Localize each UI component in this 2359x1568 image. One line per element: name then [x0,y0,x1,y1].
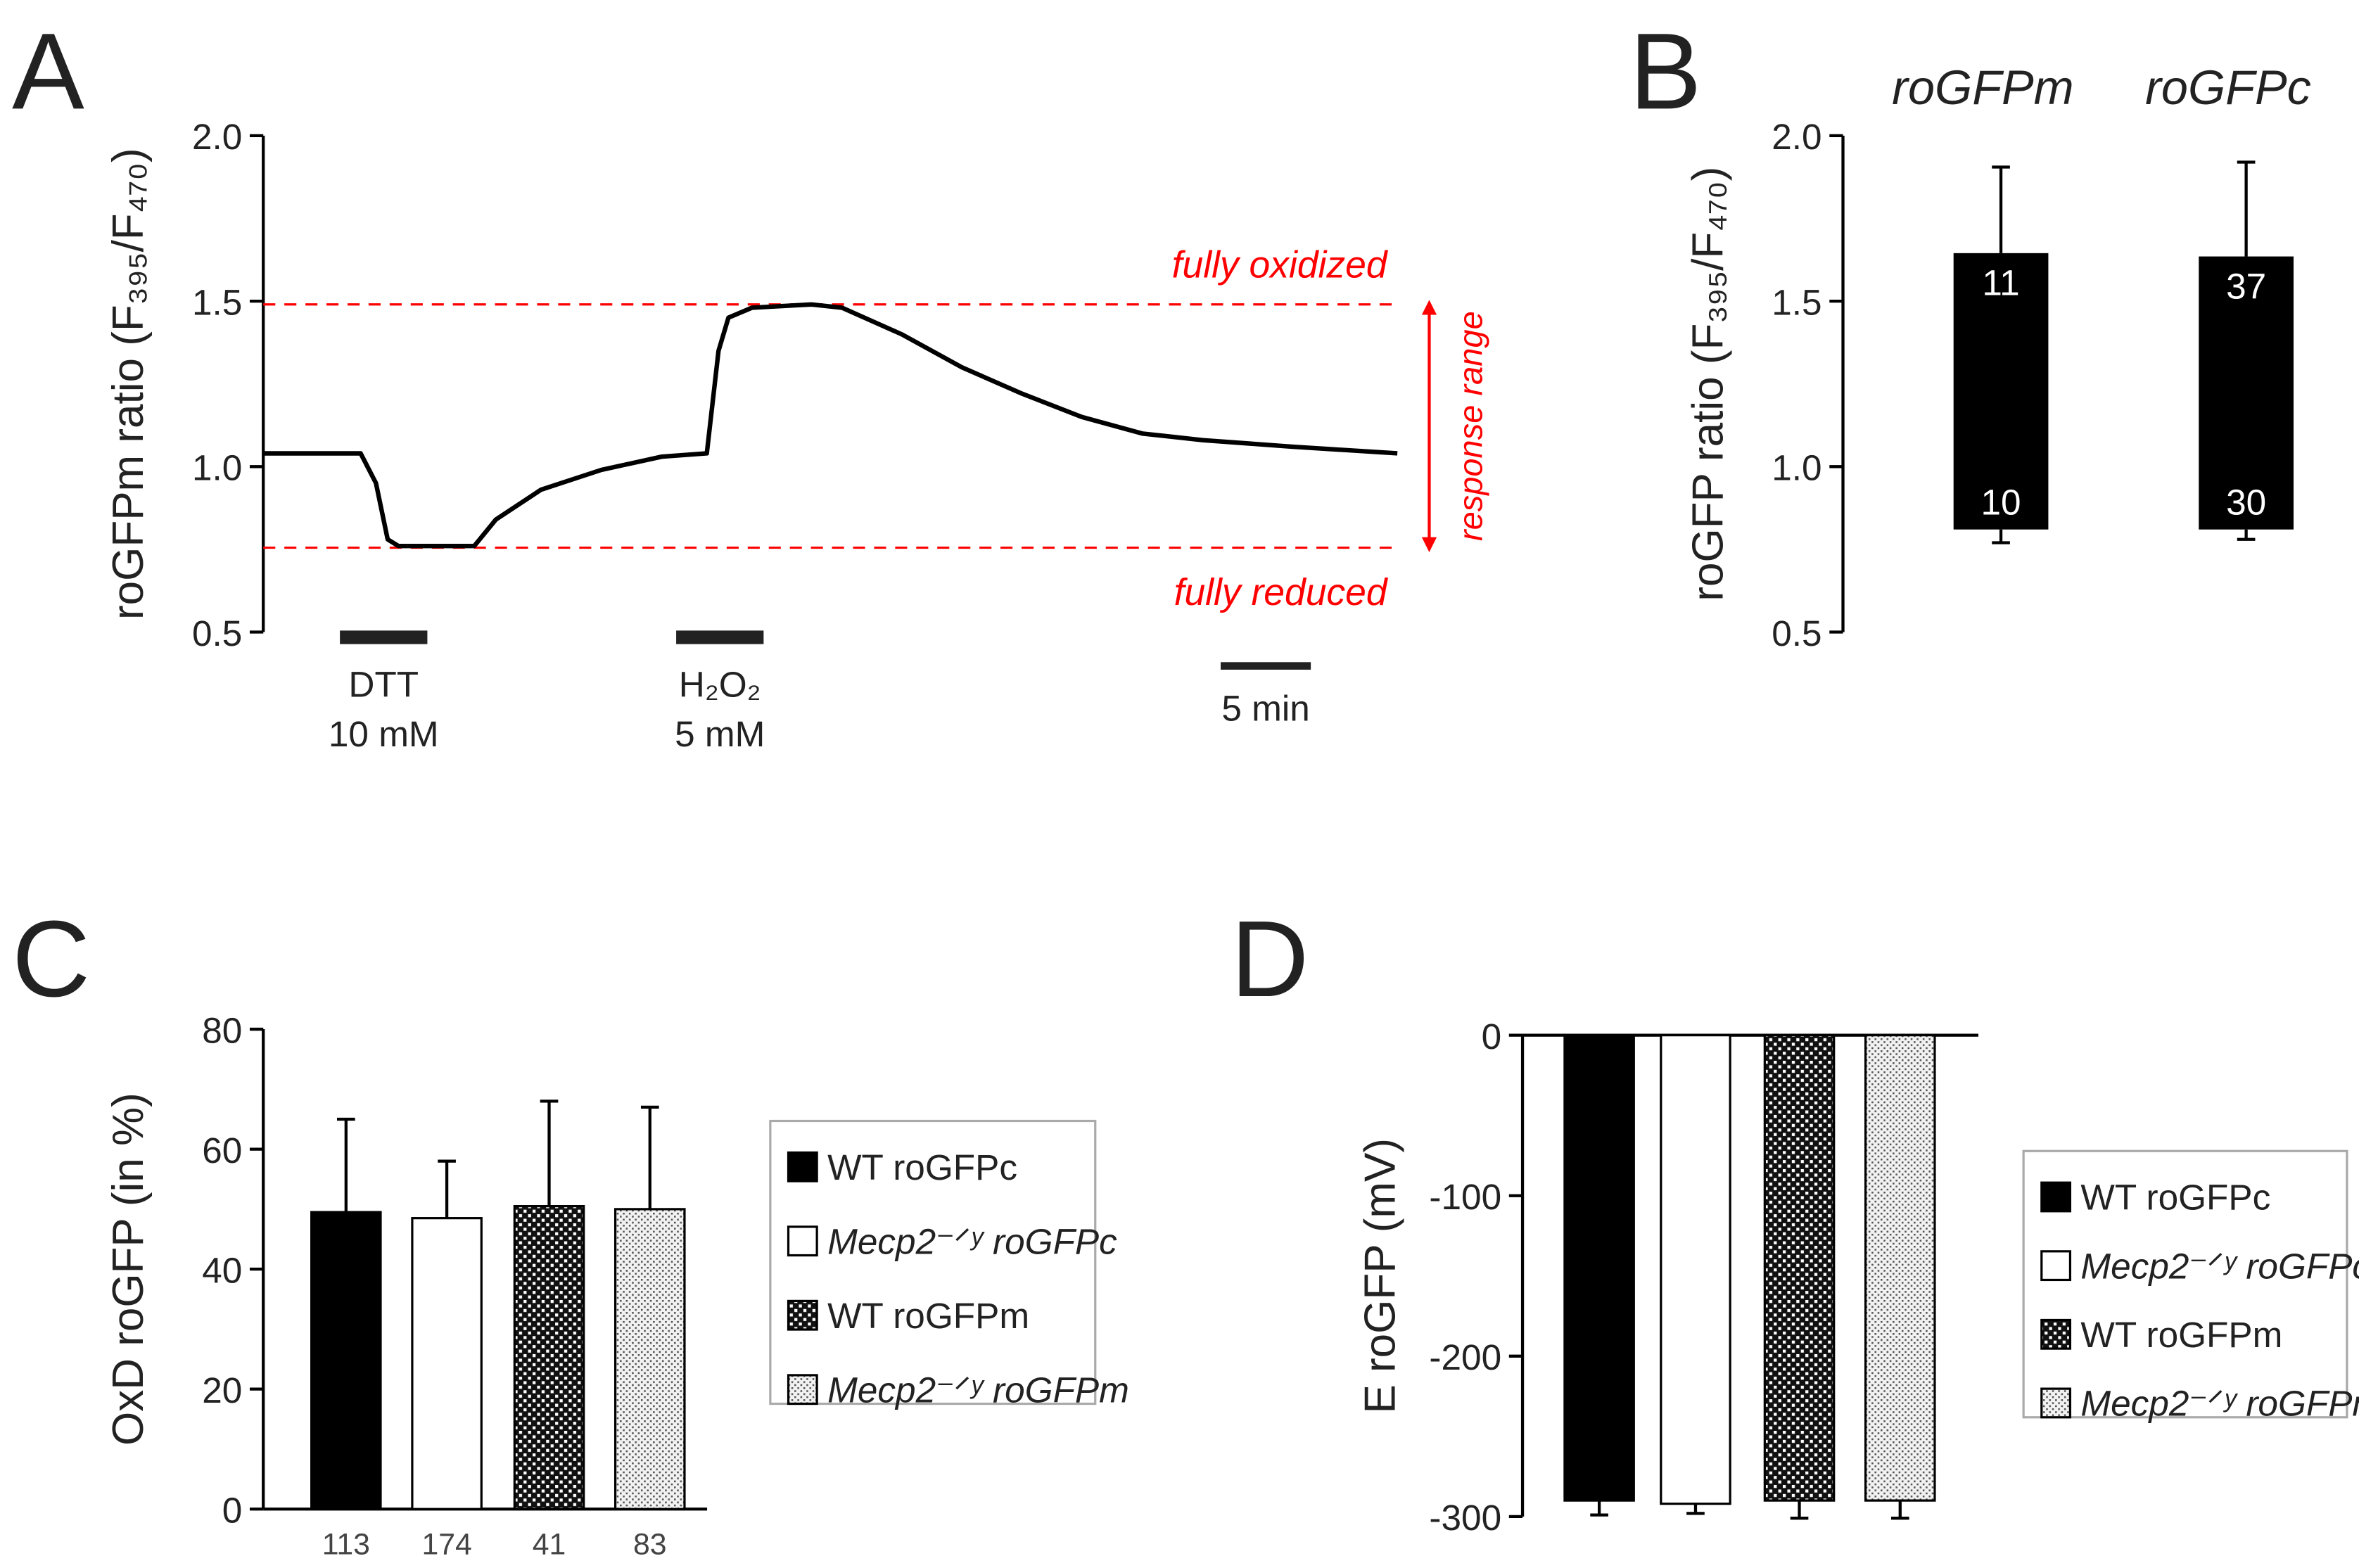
bar [411,1217,483,1510]
legend-swatch [787,1374,818,1406]
legend-label: Mecp2⁻ᐟʸ roGFPm [827,1370,1129,1410]
y-tick-label: 0.5 [192,613,242,654]
scale-bar [1221,662,1311,670]
scale-bar-label: 5 min [1221,689,1309,729]
count-label: 41 [533,1527,566,1561]
count-label: 83 [633,1527,667,1561]
n-label: 37 [2226,266,2266,306]
treatment-dose: 10 mM [329,714,439,754]
bar [1763,1034,1836,1502]
legend-swatch [787,1151,818,1183]
count-label: 174 [421,1527,471,1561]
legend-label: WT roGFPc [2080,1178,2270,1218]
y-tick-label: 80 [202,1010,242,1050]
y-tick-label: 20 [202,1370,242,1410]
bar [1864,1034,1936,1502]
legend-label: WT roGFPc [827,1147,1017,1187]
bar [513,1204,585,1510]
y-tick-label: 1.5 [1772,282,1821,322]
reference-label: fully reduced [1174,572,1389,613]
category-label: roGFPc [2145,61,2311,115]
legend-swatch [2040,1181,2072,1213]
y-axis-label: roGFPm ratio (F₃₉₅/F₄₇₀) [104,148,153,620]
n-label: 30 [2226,482,2266,522]
bar [1953,253,2049,530]
legend-label: Mecp2⁻ᐟʸ roGFPc [2080,1246,2359,1286]
panel-letter: A [12,11,84,132]
treatment-bar [676,630,764,644]
bar [310,1211,382,1510]
y-tick-label: 1.0 [1772,448,1821,488]
legend-label: Mecp2⁻ᐟʸ roGFPc [827,1221,1117,1261]
treatment-dose: 5 mM [675,714,765,754]
y-tick-label: -300 [1429,1498,1501,1538]
legend-swatch [2040,1387,2072,1419]
y-tick-label: -200 [1429,1337,1501,1377]
bar [1563,1034,1635,1502]
category-label: roGFPm [1892,61,2073,115]
y-tick-label: -100 [1429,1177,1501,1217]
bar [2199,256,2294,530]
y-tick-label: 2.0 [1772,117,1821,157]
panel-letter: C [12,898,90,1019]
count-label: 113 [322,1527,370,1561]
y-tick-label: 0 [1482,1016,1502,1057]
y-axis-label: roGFP ratio (F₃₉₅/F₄₇₀) [1684,167,1732,601]
treatment-bar [340,630,428,644]
legend-swatch [787,1225,818,1257]
range-label: response range [1451,311,1489,541]
y-axis-label: E roGFP (mV) [1356,1138,1404,1414]
legend-swatch [787,1299,818,1331]
trace-line [263,302,1398,549]
y-tick-label: 2.0 [192,117,242,157]
legend-label: WT roGFPm [827,1296,1029,1336]
n-label: 10 [1981,482,2021,522]
n-label: 11 [1982,263,2019,303]
treatment-label: H₂O₂ [679,664,761,704]
y-tick-label: 0 [222,1490,243,1530]
y-tick-label: 1.5 [192,282,242,322]
y-tick-label: 0.5 [1772,613,1821,654]
y-axis-label: OxD roGFP (in %) [104,1092,153,1446]
bar [613,1208,686,1510]
legend-box [2022,1149,2348,1419]
legend-label: WT roGFPm [2080,1315,2282,1355]
panel-letter: D [1231,898,1309,1019]
legend-swatch [2040,1250,2072,1282]
y-tick-label: 1.0 [192,448,242,488]
reference-label: fully oxidized [1172,244,1389,286]
legend-swatch [2040,1318,2072,1350]
panel-letter: B [1629,11,1702,132]
legend-label: Mecp2⁻ᐟʸ roGFPm [2080,1384,2359,1424]
y-tick-label: 60 [202,1130,242,1171]
legend-box [769,1119,1097,1406]
treatment-label: DTT [348,664,419,704]
bar [1660,1034,1731,1505]
y-tick-label: 40 [202,1250,242,1290]
